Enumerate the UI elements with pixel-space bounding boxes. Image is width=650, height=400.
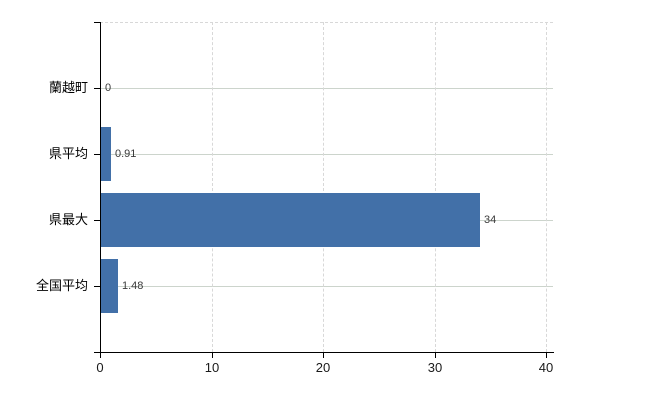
y-axis-tick [94, 352, 100, 353]
category-label-2: 県最大 [48, 212, 88, 227]
x-tick-label-4: 40 [538, 360, 554, 375]
vertical-gridline [212, 22, 213, 352]
x-tick-label-1: 10 [204, 360, 220, 375]
y-axis [100, 22, 101, 353]
x-axis-tick [323, 353, 324, 358]
horizontal-gridline [100, 286, 553, 287]
x-axis-tick [435, 353, 436, 358]
x-tick-label-0: 0 [96, 360, 104, 375]
vertical-gridline [435, 22, 436, 352]
vertical-gridline [546, 22, 547, 352]
value-label-2: 34 [484, 214, 497, 226]
vertical-gridline [323, 22, 324, 352]
horizontal-gridline [100, 154, 553, 155]
x-axis-tick [546, 353, 547, 358]
horizontal-gridline [100, 88, 553, 89]
y-axis-tick [94, 286, 100, 287]
y-axis-tick [94, 88, 100, 89]
y-axis-tick [94, 22, 100, 23]
x-axis-tick [100, 353, 101, 358]
x-tick-label-3: 30 [427, 360, 443, 375]
x-axis [100, 352, 554, 353]
plot-top-border [100, 22, 553, 23]
x-axis-tick [212, 353, 213, 358]
value-label-0: 0 [105, 82, 112, 94]
x-tick-label-2: 20 [315, 360, 331, 375]
bar-1 [101, 127, 111, 181]
category-label-0: 蘭越町 [48, 80, 88, 95]
category-label-1: 県平均 [48, 146, 88, 161]
y-axis-tick [94, 220, 100, 221]
category-label-3: 全国平均 [35, 278, 88, 293]
y-axis-tick [94, 154, 100, 155]
bar-2 [101, 193, 480, 247]
value-label-3: 1.48 [122, 280, 144, 292]
value-label-1: 0.91 [115, 148, 137, 160]
bar-3 [101, 259, 118, 313]
